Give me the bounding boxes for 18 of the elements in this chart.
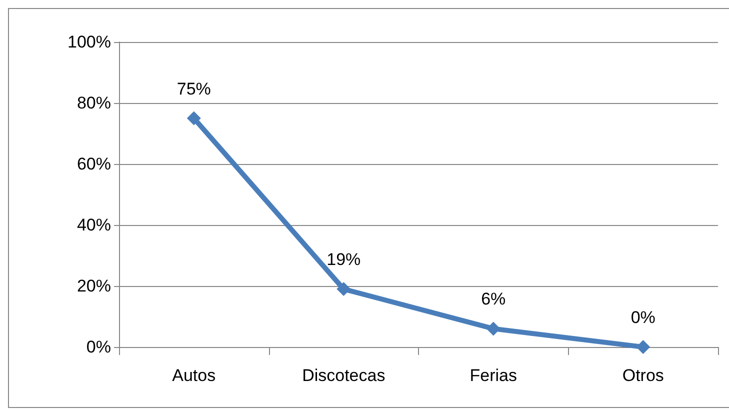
data-label: 19% [326, 250, 361, 270]
y-tick-label: 100% [68, 32, 111, 52]
data-label: 0% [630, 308, 656, 327]
y-tick-label: 0% [86, 338, 111, 356]
x-tick-label: Discotecas [302, 366, 386, 385]
y-tick-label: 60% [76, 154, 111, 174]
y-tick-label: 40% [76, 216, 111, 234]
point [186, 111, 201, 126]
point [636, 340, 650, 354]
x-tick-label: Autos [172, 366, 216, 385]
data-label: 75% [176, 79, 211, 98]
data-label: 6% [481, 290, 506, 309]
x-tick-label: Ferias [470, 366, 517, 385]
y-tick-label: 80% [76, 94, 111, 112]
point [486, 322, 500, 336]
x-tick-label: Otros [622, 366, 664, 385]
point [336, 282, 351, 296]
y-tick-label: 20% [76, 276, 111, 296]
